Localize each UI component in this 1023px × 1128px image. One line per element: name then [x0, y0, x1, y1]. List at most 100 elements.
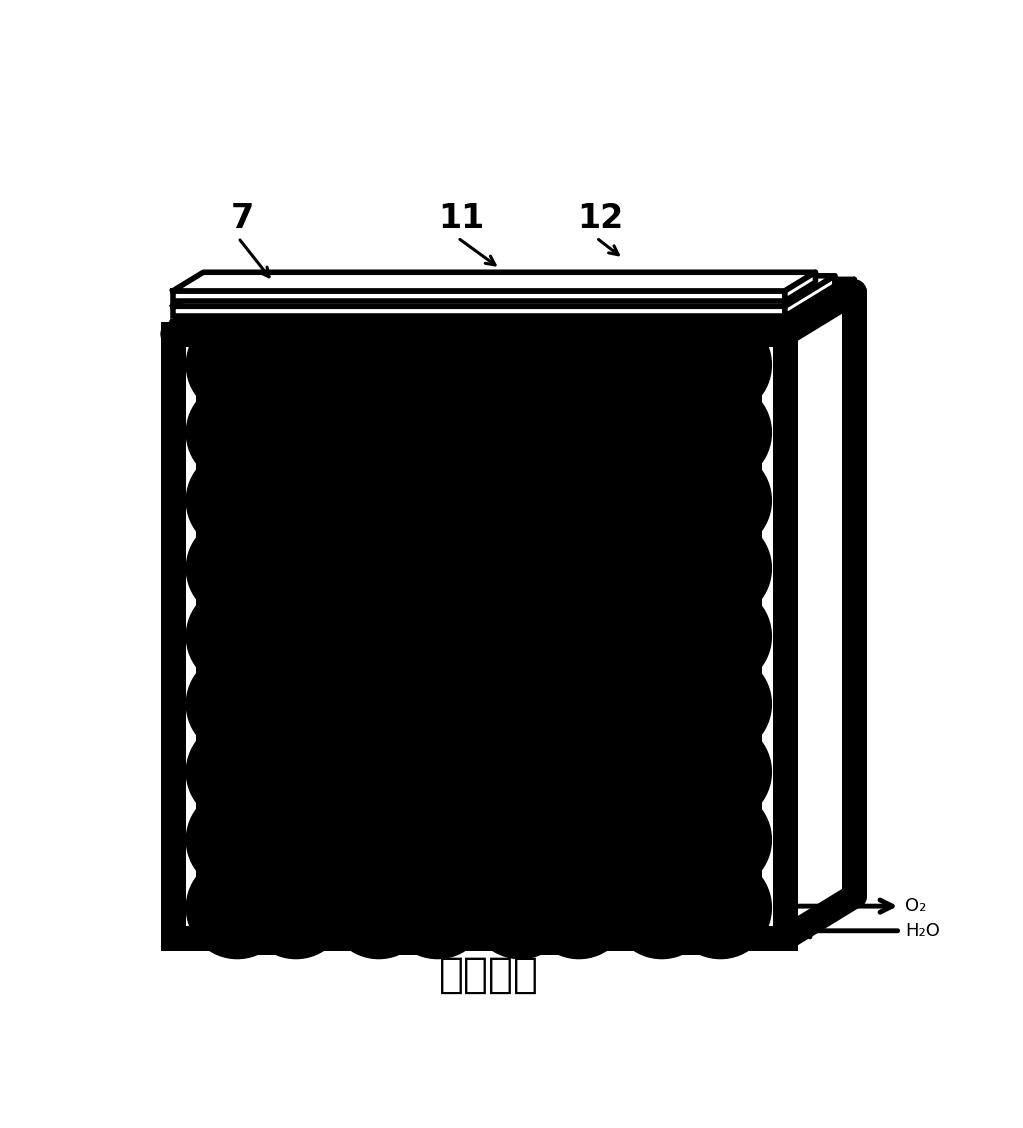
Polygon shape	[785, 276, 835, 316]
Circle shape	[186, 857, 288, 959]
Circle shape	[528, 314, 630, 416]
Circle shape	[470, 518, 571, 619]
Text: 7: 7	[230, 202, 254, 235]
Circle shape	[246, 314, 347, 416]
Bar	[345, 355, 472, 917]
Circle shape	[186, 585, 288, 687]
Circle shape	[387, 381, 488, 484]
Circle shape	[669, 788, 771, 891]
Circle shape	[186, 450, 288, 552]
Polygon shape	[173, 272, 815, 291]
Circle shape	[387, 857, 488, 959]
Circle shape	[470, 381, 571, 484]
Circle shape	[327, 857, 430, 959]
Circle shape	[528, 585, 630, 687]
Circle shape	[528, 653, 630, 755]
Circle shape	[327, 518, 430, 619]
Circle shape	[669, 450, 771, 552]
Bar	[203, 355, 330, 917]
Circle shape	[327, 788, 430, 891]
Circle shape	[470, 721, 571, 823]
Circle shape	[387, 585, 488, 687]
Circle shape	[470, 314, 571, 416]
Circle shape	[387, 314, 488, 416]
Circle shape	[528, 450, 630, 552]
Bar	[195, 355, 762, 917]
Circle shape	[611, 314, 713, 416]
Circle shape	[470, 788, 571, 891]
Circle shape	[611, 653, 713, 755]
Circle shape	[387, 788, 488, 891]
Circle shape	[327, 721, 430, 823]
Bar	[486, 355, 614, 917]
Bar	[373, 935, 443, 955]
Circle shape	[611, 585, 713, 687]
Polygon shape	[173, 280, 854, 321]
Polygon shape	[785, 280, 854, 332]
Circle shape	[246, 721, 347, 823]
Circle shape	[611, 518, 713, 619]
Text: 11: 11	[439, 202, 485, 235]
Circle shape	[669, 857, 771, 959]
Circle shape	[528, 788, 630, 891]
Circle shape	[246, 518, 347, 619]
Circle shape	[186, 721, 288, 823]
Circle shape	[246, 585, 347, 687]
Circle shape	[669, 381, 771, 484]
Circle shape	[669, 653, 771, 755]
Circle shape	[470, 653, 571, 755]
Bar	[173, 321, 785, 332]
Circle shape	[186, 788, 288, 891]
Circle shape	[186, 314, 288, 416]
Circle shape	[246, 381, 347, 484]
Circle shape	[186, 381, 288, 484]
Circle shape	[186, 653, 288, 755]
Circle shape	[246, 857, 347, 959]
Polygon shape	[173, 276, 835, 307]
Circle shape	[327, 381, 430, 484]
Circle shape	[327, 314, 430, 416]
Circle shape	[387, 518, 488, 619]
Circle shape	[611, 857, 713, 959]
Bar	[195, 334, 762, 355]
Circle shape	[470, 857, 571, 959]
Circle shape	[611, 381, 713, 484]
Circle shape	[528, 518, 630, 619]
Circle shape	[327, 653, 430, 755]
Bar	[173, 334, 785, 938]
Bar	[515, 935, 585, 955]
Circle shape	[611, 788, 713, 891]
Circle shape	[327, 585, 430, 687]
Circle shape	[470, 585, 571, 687]
Circle shape	[387, 450, 488, 552]
Circle shape	[470, 450, 571, 552]
Circle shape	[387, 653, 488, 755]
Polygon shape	[785, 272, 815, 301]
Circle shape	[669, 314, 771, 416]
Bar	[173, 307, 785, 316]
Bar	[173, 291, 785, 301]
Polygon shape	[173, 292, 854, 334]
Circle shape	[327, 450, 430, 552]
Circle shape	[528, 721, 630, 823]
Bar	[656, 935, 726, 955]
Text: 电解模式: 电解模式	[439, 953, 539, 996]
Bar	[627, 355, 755, 917]
Circle shape	[669, 585, 771, 687]
Circle shape	[611, 721, 713, 823]
Circle shape	[246, 450, 347, 552]
Circle shape	[387, 721, 488, 823]
Circle shape	[611, 450, 713, 552]
Circle shape	[186, 518, 288, 619]
Bar	[195, 940, 762, 945]
Text: O₂: O₂	[905, 897, 927, 915]
Circle shape	[669, 721, 771, 823]
Circle shape	[669, 518, 771, 619]
Circle shape	[528, 857, 630, 959]
Circle shape	[246, 788, 347, 891]
Bar	[231, 935, 302, 955]
Polygon shape	[785, 292, 854, 938]
Circle shape	[246, 653, 347, 755]
Circle shape	[528, 381, 630, 484]
Text: H₂O: H₂O	[905, 922, 940, 940]
